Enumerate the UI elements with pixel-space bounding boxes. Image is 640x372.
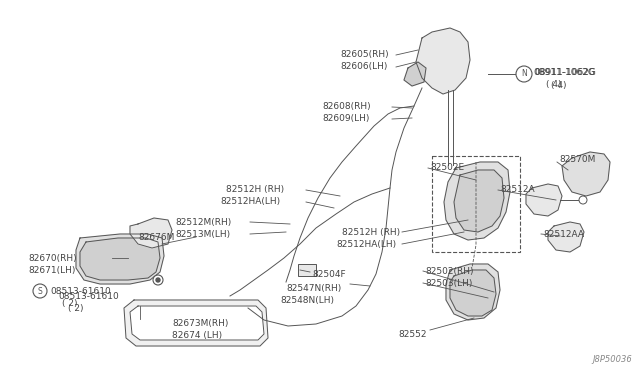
Polygon shape (80, 238, 160, 280)
Polygon shape (416, 28, 470, 94)
Text: 82609(LH): 82609(LH) (322, 114, 369, 123)
Bar (432, 156, 520, 252)
Text: ( 4): ( 4) (551, 81, 566, 90)
Text: 82676M: 82676M (138, 233, 174, 242)
Circle shape (153, 275, 163, 285)
Polygon shape (446, 264, 500, 320)
Text: ( 2): ( 2) (68, 304, 83, 313)
Polygon shape (526, 184, 562, 216)
Text: 82513M(LH): 82513M(LH) (175, 230, 230, 239)
Polygon shape (562, 152, 610, 196)
Text: 82671(LH): 82671(LH) (28, 266, 76, 275)
Text: N: N (521, 70, 527, 78)
Text: 82548N(LH): 82548N(LH) (280, 296, 334, 305)
Text: 82512HA(LH): 82512HA(LH) (220, 197, 280, 206)
Polygon shape (454, 170, 504, 232)
Text: 82608(RH): 82608(RH) (322, 102, 371, 111)
Polygon shape (76, 234, 164, 284)
Text: 82512H (RH): 82512H (RH) (226, 185, 284, 194)
Text: 82512AA: 82512AA (543, 230, 584, 239)
Text: 82512M(RH): 82512M(RH) (175, 218, 231, 227)
Circle shape (156, 278, 160, 282)
Text: 82605(RH): 82605(RH) (340, 50, 388, 59)
Text: 82570M: 82570M (559, 155, 595, 164)
Text: 82502E: 82502E (430, 163, 464, 172)
Text: 08513-61610: 08513-61610 (50, 287, 111, 296)
Circle shape (579, 196, 587, 204)
Text: S: S (38, 286, 42, 295)
Polygon shape (404, 62, 426, 86)
Circle shape (33, 284, 47, 298)
Text: 82504F: 82504F (312, 270, 346, 279)
Text: 82674 (LH): 82674 (LH) (172, 331, 222, 340)
Text: ( 4): ( 4) (546, 80, 561, 89)
Polygon shape (548, 222, 584, 252)
Text: ( 2): ( 2) (62, 299, 77, 308)
Text: 08911-1062G: 08911-1062G (534, 68, 596, 77)
Text: 82547N(RH): 82547N(RH) (286, 284, 341, 293)
Circle shape (516, 66, 532, 82)
Text: 82670(RH): 82670(RH) (28, 254, 77, 263)
Text: 82673M(RH): 82673M(RH) (172, 319, 228, 328)
Text: 82503(LH): 82503(LH) (425, 279, 472, 288)
Text: 82512A: 82512A (500, 185, 534, 194)
Bar (298, 264, 316, 276)
Polygon shape (130, 218, 172, 248)
Text: 08513-61610: 08513-61610 (58, 292, 119, 301)
Text: 82606(LH): 82606(LH) (340, 62, 387, 71)
Polygon shape (450, 270, 496, 316)
Polygon shape (130, 306, 264, 340)
Text: 82552: 82552 (398, 330, 426, 339)
Polygon shape (444, 162, 510, 240)
Text: 08911-1062G: 08911-1062G (533, 68, 595, 77)
Text: 82502(RH): 82502(RH) (425, 267, 474, 276)
Polygon shape (124, 300, 268, 346)
Text: J8P50036: J8P50036 (592, 355, 632, 364)
Text: 82512H (RH): 82512H (RH) (342, 228, 400, 237)
Text: 82512HA(LH): 82512HA(LH) (336, 240, 396, 249)
